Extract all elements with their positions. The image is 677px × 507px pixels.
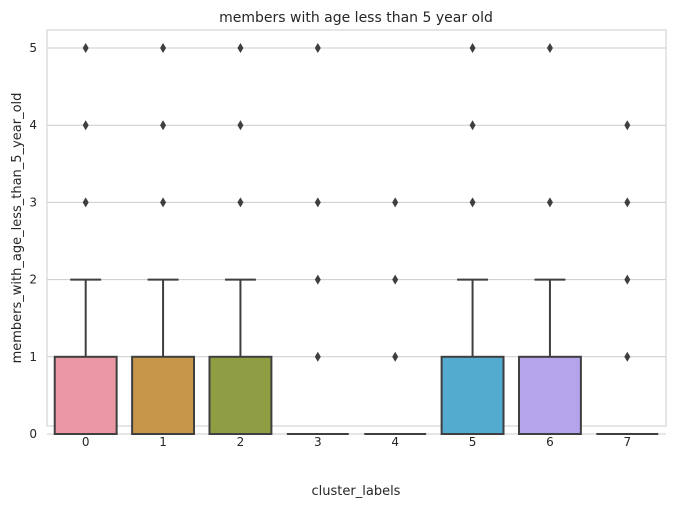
x-tick-label: 7	[623, 435, 631, 449]
box-5	[440, 43, 505, 435]
y-tick-label: 1	[29, 350, 37, 364]
outlier-point	[82, 120, 89, 131]
outlier-point	[237, 43, 244, 53]
x-tick-label: 2	[237, 435, 245, 449]
outlier-point	[392, 274, 399, 285]
chart-title: members with age less than 5 year old	[219, 10, 493, 26]
outlier-point	[314, 274, 321, 285]
box-2	[208, 43, 273, 435]
x-tick-label: 5	[469, 435, 477, 449]
box-body	[440, 355, 505, 435]
outlier-point	[160, 120, 167, 131]
y-axis-label: members_with_age_less_than_5_year_old	[10, 93, 25, 364]
outlier-point	[237, 197, 244, 208]
outlier-point	[392, 351, 399, 362]
x-tick-label: 6	[546, 435, 554, 449]
y-tick-labels: 0 1 2 3 4 5	[29, 41, 37, 441]
box-4	[364, 197, 427, 435]
outlier-point	[160, 43, 167, 53]
outlier-point	[624, 120, 631, 131]
x-tick-label: 4	[391, 435, 399, 449]
outlier-point	[314, 351, 321, 362]
y-tick-label: 0	[29, 427, 37, 441]
y-tick-label: 4	[29, 118, 37, 132]
x-tick-label: 1	[159, 435, 167, 449]
outlier-point	[314, 197, 321, 208]
outlier-point	[546, 197, 553, 208]
box-body	[517, 355, 582, 435]
box-6	[517, 43, 582, 435]
outlier-point	[237, 120, 244, 131]
x-axis-label: cluster_labels	[312, 484, 401, 499]
y-tick-label: 2	[29, 273, 37, 287]
box-7	[596, 120, 659, 435]
boxes-layer	[53, 43, 659, 435]
outlier-point	[82, 197, 89, 208]
box-0	[53, 43, 118, 435]
outlier-point	[624, 274, 631, 285]
x-tick-label: 3	[314, 435, 322, 449]
x-tick-label: 0	[82, 435, 90, 449]
box-1	[131, 43, 196, 435]
outlier-point	[546, 43, 553, 53]
box-body	[131, 355, 196, 435]
box-body	[208, 355, 273, 435]
outlier-point	[469, 43, 476, 53]
box-3	[286, 43, 349, 435]
y-tick-label: 3	[29, 195, 37, 209]
outlier-point	[160, 197, 167, 208]
outlier-point	[624, 351, 631, 362]
outlier-point	[82, 43, 89, 53]
outlier-point	[624, 197, 631, 208]
outlier-point	[314, 43, 321, 53]
y-tick-label: 5	[29, 41, 37, 55]
outlier-point	[469, 197, 476, 208]
outlier-point	[469, 120, 476, 131]
box-body	[53, 355, 118, 435]
outlier-point	[392, 197, 399, 208]
x-tick-labels: 0 1 2 3 4 5 6 7	[82, 435, 631, 449]
